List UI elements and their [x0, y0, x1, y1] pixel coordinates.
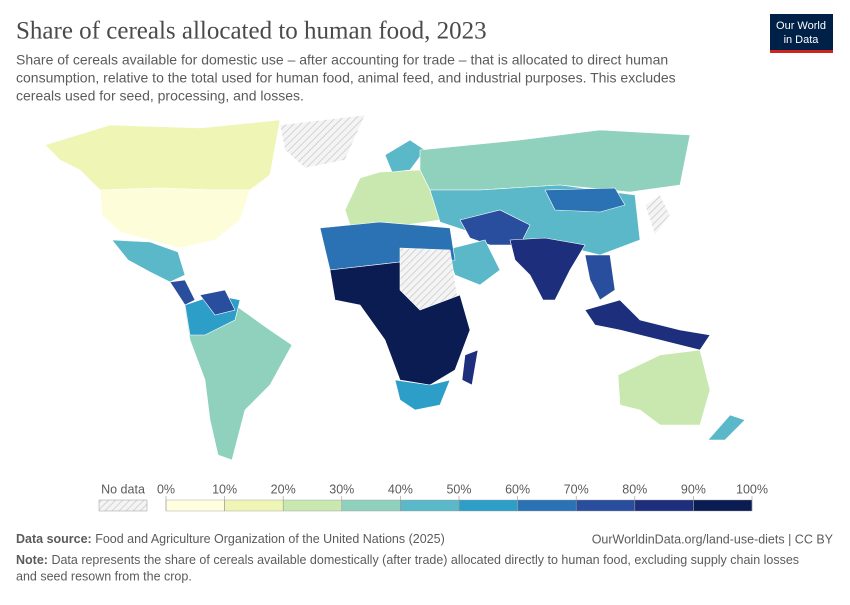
legend-tick-label: 80%	[622, 482, 647, 496]
source-text: Food and Agriculture Organization of the…	[95, 532, 445, 546]
subtitle-line: Share of cereals available for domestic …	[16, 52, 668, 68]
legend-swatch	[165, 499, 225, 512]
subtitle-line: consumption, relative to the total used …	[16, 70, 676, 86]
mongolia	[544, 187, 626, 213]
title: Share of cereals allocated to human food…	[16, 18, 487, 45]
subtitle: Share of cereals available for domestic …	[16, 52, 676, 104]
logo-text: in Data	[784, 34, 820, 46]
legend-swatch	[400, 499, 460, 512]
map	[44, 114, 746, 461]
logo: Our World in Data	[770, 14, 833, 53]
usa	[99, 187, 251, 249]
legend-swatch	[693, 499, 753, 512]
legend-tick-label: 0%	[157, 482, 175, 496]
subtitle-line: cereals used for seed, processing, and l…	[16, 88, 304, 104]
legend-swatch	[634, 499, 694, 512]
legend-label: No data	[101, 482, 145, 496]
legend-swatch	[458, 499, 518, 512]
note: and seed resown from the crop.	[16, 569, 192, 583]
mexico	[111, 239, 186, 283]
indonesia	[584, 299, 711, 351]
logo-box	[770, 14, 833, 50]
central-africa	[329, 261, 471, 386]
greenland	[279, 114, 366, 169]
south-africa	[394, 379, 451, 411]
legend-swatch	[341, 499, 401, 512]
legend-tick-label: 10%	[212, 482, 237, 496]
logo-text: Our World	[776, 20, 826, 32]
russia	[419, 129, 691, 193]
canada	[44, 119, 281, 191]
url: OurWorldinData.org/land-use-diets | CC B…	[592, 532, 834, 546]
legend-tick-label: 40%	[388, 482, 413, 496]
legend-tick-label: 70%	[564, 482, 589, 496]
no-data-swatch	[98, 499, 148, 512]
legend-tick-label: 20%	[271, 482, 296, 496]
logo-bar	[770, 50, 833, 53]
legend-swatch	[283, 499, 343, 512]
venezuela	[199, 289, 236, 316]
scandinavia	[384, 139, 426, 173]
legend-tick-label: 30%	[329, 482, 354, 496]
note: Note: Data represents the share of cerea…	[16, 553, 799, 567]
legend-tick-label: 50%	[446, 482, 471, 496]
central-america	[169, 279, 196, 306]
new-zealand	[707, 414, 746, 441]
legend-bins: 0% 10% 20% 30% 40% 50% 60% 70% 80% 90% 100%	[157, 482, 768, 512]
legend: No data 0% 10% 20% 30% 40% 50% 60% 70% 80% 90% 100…	[98, 482, 768, 512]
legend-swatch	[517, 499, 577, 512]
note-text: Data represents the share of cereals ava…	[51, 553, 799, 567]
legend-tick-label: 100%	[736, 482, 768, 496]
legend-swatch	[224, 499, 284, 512]
australia	[617, 349, 711, 426]
south-asia	[509, 237, 586, 301]
south-america	[184, 304, 293, 461]
legend-swatch	[576, 499, 636, 512]
source-label: Data source:	[16, 532, 92, 546]
southeast-asia	[584, 254, 616, 301]
japan	[644, 194, 671, 236]
madagascar	[461, 349, 479, 386]
legend-tick-label: 60%	[505, 482, 530, 496]
source: Data source: Food and Agriculture Organi…	[16, 532, 445, 546]
note-label: Note:	[16, 553, 48, 567]
legend-tick-label: 90%	[681, 482, 706, 496]
